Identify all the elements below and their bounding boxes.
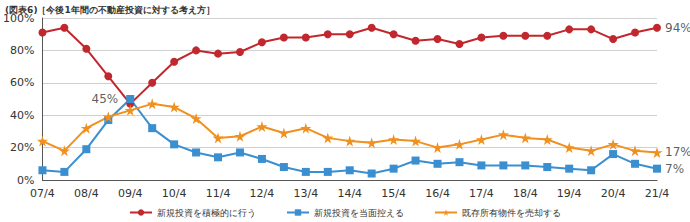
svg-text:09/4: 09/4 xyxy=(118,187,143,200)
svg-text:14/4: 14/4 xyxy=(337,187,362,200)
svg-text:60%: 60% xyxy=(10,76,34,89)
svg-text:10/4: 10/4 xyxy=(162,187,187,200)
svg-text:11/4: 11/4 xyxy=(206,187,231,200)
svg-text:(図表6)［今後1年間の不動産投資に対する考え方］: (図表6)［今後1年間の不動産投資に対する考え方］ xyxy=(5,5,215,15)
svg-text:40%: 40% xyxy=(10,109,34,122)
svg-text:20%: 20% xyxy=(10,141,34,154)
svg-text:07/4: 07/4 xyxy=(30,187,55,200)
svg-text:15/4: 15/4 xyxy=(381,187,406,200)
svg-text:0%: 0% xyxy=(17,174,34,187)
svg-text:7%: 7% xyxy=(665,162,684,176)
svg-text:17/4: 17/4 xyxy=(469,187,494,200)
svg-text:17%: 17% xyxy=(665,145,690,159)
svg-text:08/4: 08/4 xyxy=(74,187,99,200)
svg-text:新規投資を当面控える: 新規投資を当面控える xyxy=(314,208,404,218)
svg-text:100%: 100% xyxy=(3,11,35,25)
svg-text:18/4: 18/4 xyxy=(513,187,538,200)
svg-text:13/4: 13/4 xyxy=(293,187,318,200)
svg-text:16/4: 16/4 xyxy=(425,187,450,200)
svg-text:既存所有物件を売却する: 既存所有物件を売却する xyxy=(462,208,561,218)
svg-text:94%: 94% xyxy=(665,21,690,35)
svg-text:45%: 45% xyxy=(92,92,119,106)
svg-text:21/4: 21/4 xyxy=(645,187,670,200)
svg-text:12/4: 12/4 xyxy=(250,187,275,200)
svg-text:80%: 80% xyxy=(10,44,34,57)
svg-text:20/4: 20/4 xyxy=(601,187,626,200)
svg-text:新規投資を積極的に行う: 新規投資を積極的に行う xyxy=(157,208,256,218)
svg-text:19/4: 19/4 xyxy=(557,187,582,200)
